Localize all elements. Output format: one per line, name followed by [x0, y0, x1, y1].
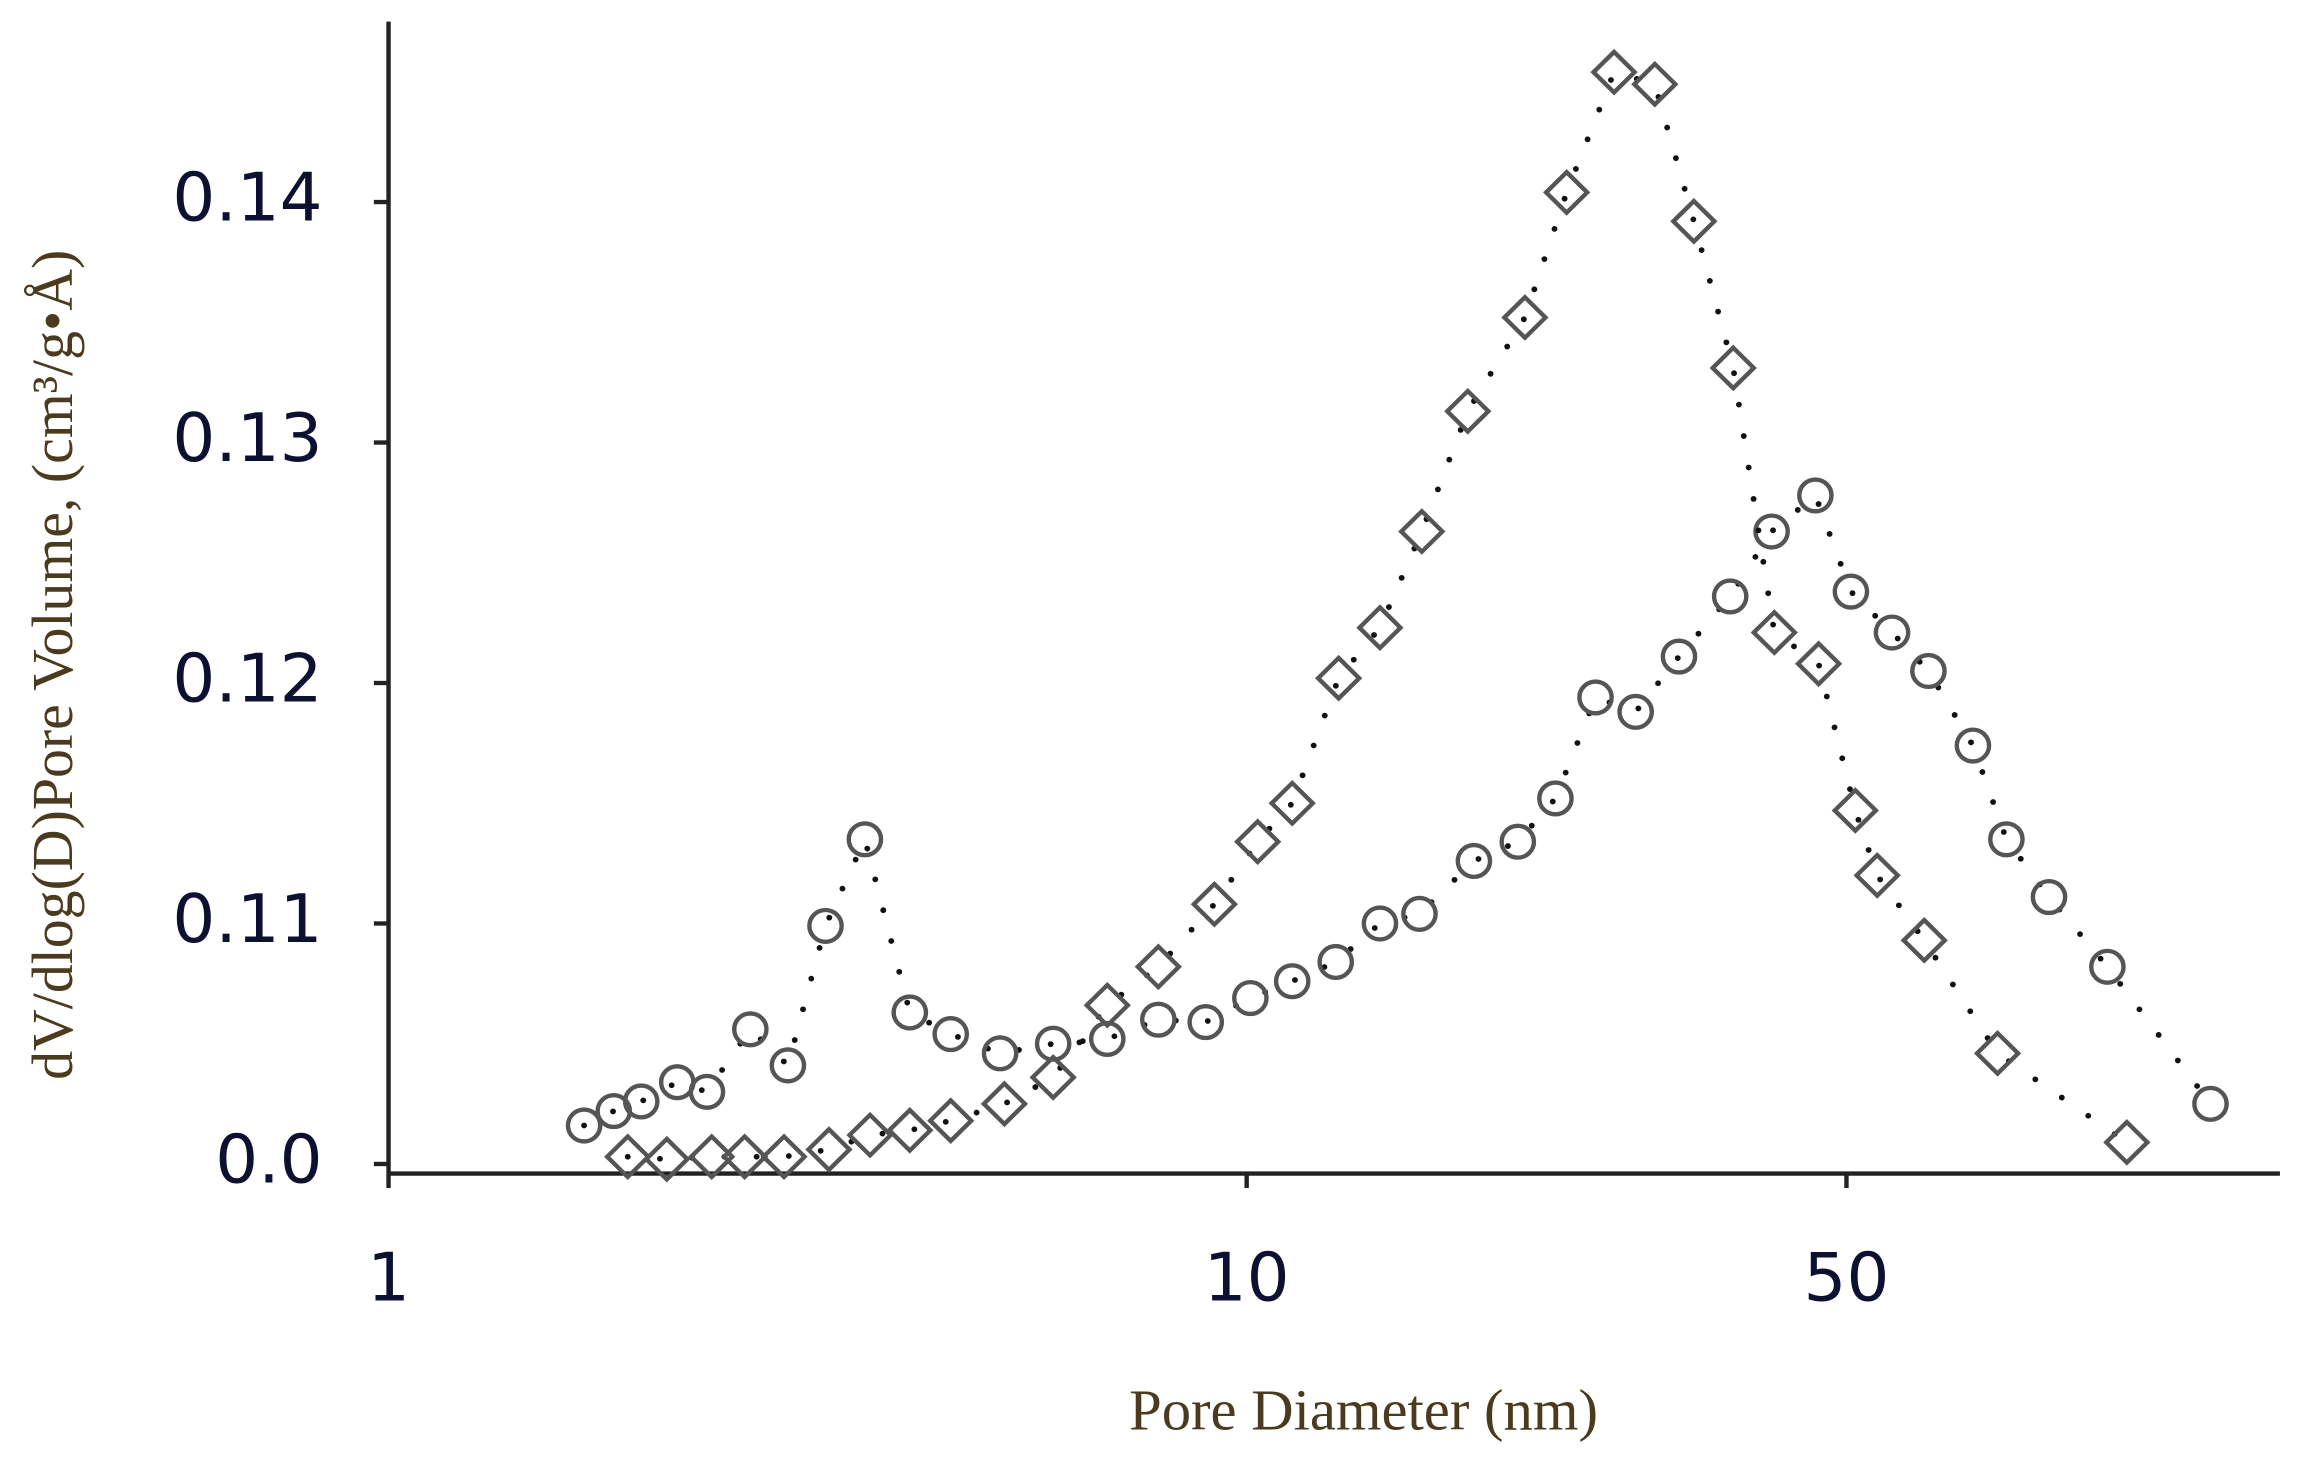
- diamond-marker: [1590, 48, 1638, 96]
- circle-marker: [932, 1016, 970, 1053]
- circle-marker: [1361, 905, 1399, 942]
- x-tick-label: 50: [1804, 1239, 1890, 1316]
- circle-marker: [732, 1011, 769, 1048]
- circle-marker: [688, 1073, 726, 1110]
- circle-marker: [2089, 948, 2126, 985]
- diamond-marker: [1190, 880, 1239, 928]
- diamond-marker: [1709, 344, 1757, 392]
- diamond-marker: [1973, 1030, 2022, 1077]
- diamond-marker: [1831, 787, 1879, 834]
- diamond-marker: [1444, 387, 1492, 435]
- circle-marker: [1832, 573, 1870, 610]
- circle-marker: [1537, 780, 1574, 817]
- circle-marker: [981, 1035, 1019, 1072]
- y-tick-label: 0.14: [172, 159, 322, 236]
- circle-marker: [1910, 652, 1947, 690]
- x-tick-label: 10: [1204, 1239, 1290, 1316]
- diamond-marker: [1268, 779, 1316, 827]
- circle-marker: [1988, 821, 2025, 858]
- diamond-marker: [1543, 169, 1591, 216]
- circle-marker: [1873, 614, 1911, 651]
- diamond-marker: [643, 1135, 691, 1183]
- circle-marker: [1401, 895, 1438, 932]
- circle-marker: [1455, 842, 1493, 880]
- diamond-marker: [1631, 60, 1679, 108]
- diamond-marker: [886, 1107, 934, 1154]
- diamond-marker: [1750, 609, 1798, 656]
- diamond-marker: [1083, 981, 1131, 1029]
- circle-marker: [846, 821, 884, 858]
- y-tick-label: 0.12: [172, 640, 322, 717]
- diamond-marker: [604, 1133, 652, 1181]
- circle-marker: [565, 1107, 603, 1144]
- dotted-line: [581, 490, 2214, 1129]
- diamond-marker: [1134, 943, 1182, 991]
- circle-marker: [1499, 823, 1537, 860]
- circle-marker: [891, 994, 929, 1031]
- y-tick-label: 0.0: [215, 1121, 322, 1198]
- diamond-marker: [1356, 604, 1404, 651]
- diamond-marker: [1794, 640, 1843, 688]
- diamond-marker: [980, 1080, 1029, 1128]
- diamond-marker: [1900, 917, 1948, 964]
- diamond-marker: [1501, 294, 1549, 341]
- x-tick-label: 1: [367, 1239, 410, 1316]
- diamond-marker: [688, 1133, 736, 1181]
- dotted-line: [624, 68, 2130, 1163]
- circle-marker: [1577, 679, 1614, 716]
- circle-marker: [1232, 979, 1269, 1017]
- circle-marker: [769, 1047, 807, 1084]
- diamond-marker: [1853, 852, 1901, 899]
- circle-marker: [1753, 513, 1790, 550]
- circle-marker: [1617, 693, 1654, 730]
- y-tick-label: 0.13: [172, 399, 322, 476]
- diamond-marker: [805, 1126, 853, 1173]
- circle-marker: [1140, 1001, 1177, 1038]
- diamond-marker: [1029, 1054, 1077, 1101]
- diamond-marker: [721, 1133, 769, 1181]
- diamond-marker: [927, 1097, 975, 1144]
- circle-marker: [1317, 943, 1355, 981]
- circle-marker: [1273, 963, 1311, 1000]
- circle-marker: [807, 907, 844, 944]
- circle-marker: [2030, 878, 2068, 916]
- x-axis-label: Pore Diameter (nm): [1129, 1378, 1598, 1443]
- circle-marker: [2192, 1085, 2229, 1122]
- circle-marker: [1711, 578, 1749, 615]
- diamond-marker: [846, 1111, 894, 1159]
- circle-marker: [658, 1064, 696, 1101]
- diamond-marker: [2103, 1119, 2151, 1166]
- diamond-marker: [1315, 654, 1363, 702]
- circle-marker: [1660, 638, 1698, 675]
- diamond-marker: [1234, 818, 1282, 866]
- diamond-marker: [1670, 197, 1718, 245]
- circle-marker: [1797, 477, 1834, 514]
- circle-marker: [1954, 727, 1992, 764]
- circle-marker: [622, 1083, 660, 1120]
- diamond-marker: [760, 1133, 808, 1181]
- y-axis-label: dV/dlog(D)Pore Volume, (cm³/g•Å): [20, 250, 85, 1080]
- y-tick-label: 0.11: [172, 880, 322, 957]
- circle-marker: [1187, 1004, 1225, 1041]
- diamond-marker: [1398, 508, 1446, 555]
